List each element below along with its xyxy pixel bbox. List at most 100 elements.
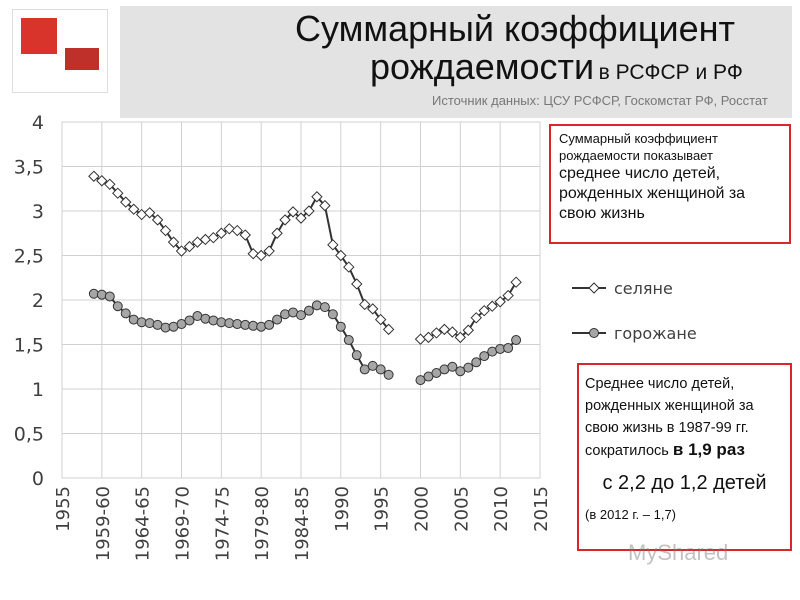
header-box [120, 6, 792, 118]
y-tick-label: 1 [32, 379, 44, 401]
diamond-marker [335, 249, 347, 262]
diamond-marker [143, 207, 156, 219]
circle-marker [335, 321, 346, 332]
note-2-bold: в 1,9 раз [672, 440, 745, 459]
circle-marker [327, 309, 338, 320]
circle-marker [375, 364, 386, 375]
y-tick-label: 0,5 [14, 424, 44, 446]
diamond-marker [223, 223, 236, 235]
diamond-marker [96, 175, 108, 187]
diamond-marker [183, 240, 196, 253]
diamond-marker [88, 170, 100, 182]
diamond-marker [127, 203, 140, 215]
diamond-marker [247, 248, 259, 260]
note-2-range: с 2,2 до 1,2 детей [602, 472, 767, 494]
diamond-marker [215, 227, 228, 239]
x-tick-label: 2005 [451, 486, 472, 532]
circle-marker [96, 289, 107, 300]
circle-marker [303, 305, 314, 316]
diamond-marker [454, 331, 467, 344]
source: Источник данных: ЦСУ РСФСР, Госкомстат Р… [432, 93, 768, 108]
circle-marker [112, 301, 123, 312]
y-tick-label: 4 [32, 112, 44, 134]
y-tick-label: 2,5 [14, 246, 44, 268]
circle-marker [184, 315, 195, 326]
x-tick-label: 2015 [531, 486, 552, 532]
diamond-marker [374, 313, 387, 326]
legend-label: горожане [614, 324, 697, 343]
diamond-marker [159, 224, 172, 237]
diamond-marker [470, 312, 482, 324]
x-tick-label: 1959-60 [93, 486, 114, 561]
circle-marker [104, 291, 115, 302]
x-tick-label: 1955 [53, 486, 74, 532]
circle-marker [144, 318, 155, 329]
book-cover-band [65, 48, 99, 70]
x-tick-label: 2010 [491, 486, 512, 532]
y-tick-label: 3 [32, 201, 44, 223]
circle-marker [296, 310, 306, 321]
x-tick-label: 1964-65 [133, 486, 154, 561]
circle-marker [200, 313, 211, 324]
x-tick-label: 1984-85 [292, 486, 313, 561]
circle-marker [479, 351, 490, 362]
note-2-main: Среднее число детей, рожденных женщиной … [585, 376, 754, 459]
circle-marker [471, 357, 482, 368]
y-tick-label: 1,5 [14, 335, 44, 357]
chart-subtitle: в РСФСР и РФ [598, 61, 743, 84]
diamond-marker [207, 231, 220, 244]
legend-marker [588, 282, 600, 294]
circle-marker [351, 350, 362, 361]
diamond-marker [478, 304, 490, 317]
circle-marker [447, 361, 458, 372]
diamond-marker [422, 331, 435, 344]
watermark: MyShared [628, 540, 729, 565]
circle-marker [511, 335, 522, 346]
book-cover-red [21, 18, 57, 54]
y-tick-label: 0 [32, 468, 44, 490]
diamond-marker [255, 249, 267, 262]
diamond-marker [351, 278, 363, 290]
y-tick-label: 2 [32, 290, 44, 312]
diamond-marker [462, 324, 475, 336]
diamond-marker [303, 205, 315, 217]
diamond-marker [494, 296, 506, 308]
diamond-marker [151, 214, 164, 226]
diamond-marker [319, 199, 331, 212]
circle-marker [264, 319, 275, 330]
note-box-2: Среднее число детей, рожденных женщиной … [577, 363, 792, 551]
diamond-marker [295, 212, 307, 224]
diamond-marker [231, 224, 243, 237]
y-tick-label: 3,5 [14, 157, 44, 179]
diamond-marker [486, 300, 498, 312]
diamond-marker [112, 187, 124, 199]
diamond-marker [287, 206, 299, 218]
circle-marker [208, 315, 219, 326]
x-tick-label: 1979-80 [252, 486, 273, 561]
legend-marker [589, 328, 599, 338]
x-tick-label: 1995 [372, 486, 393, 532]
note-1-small: Суммарный коэффициент рождаемости показы… [559, 131, 718, 163]
title-line-2: рождаемости в РСФСР и РФ [370, 46, 743, 88]
diamond-marker [104, 178, 116, 191]
circle-marker [120, 308, 131, 319]
diamond-marker [359, 298, 371, 311]
diamond-marker [327, 239, 339, 251]
note-2-text: Среднее число детей, рожденных женщиной … [585, 373, 784, 462]
diamond-marker [343, 261, 355, 273]
diamond-marker [271, 227, 283, 239]
diamond-marker [446, 326, 459, 338]
diamond-marker [366, 303, 379, 315]
diamond-marker [279, 214, 291, 226]
circle-marker [319, 302, 330, 313]
diamond-marker [263, 245, 275, 257]
circle-marker [383, 369, 394, 380]
diamond-marker [239, 229, 251, 241]
diamond-marker [502, 289, 514, 302]
chart-title-line-1: Суммарный коэффициент [295, 8, 736, 49]
circle-marker [343, 335, 354, 346]
circle-marker [280, 309, 291, 320]
x-tick-label: 1969-70 [173, 486, 194, 561]
